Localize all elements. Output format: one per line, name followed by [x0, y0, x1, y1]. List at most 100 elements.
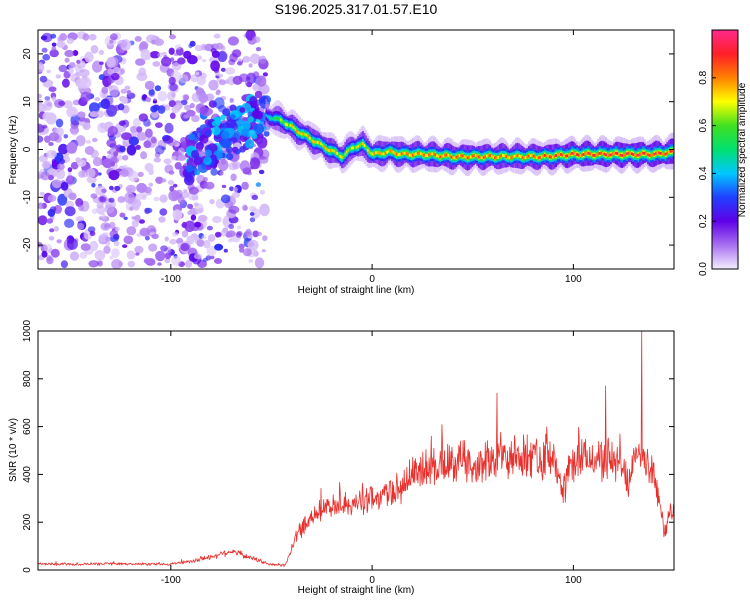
noise-cell — [252, 83, 261, 91]
noise-cell — [121, 96, 128, 105]
noise-cell — [82, 122, 91, 130]
ridge-cell — [653, 152, 656, 156]
noise-cell — [231, 192, 240, 198]
snr-y-tick-label: 1000 — [22, 319, 33, 342]
noise-cell — [91, 182, 96, 188]
snr-y-ticks: 0 200 400 600 800 1000 — [22, 319, 674, 573]
ridge-cell — [627, 151, 630, 155]
ridge-cell — [342, 155, 345, 158]
noise-cell — [64, 206, 76, 217]
noise-cell — [130, 125, 138, 134]
noise-cell — [102, 158, 113, 169]
ridge-cell — [539, 156, 541, 159]
noise-cell — [203, 177, 208, 182]
noise-cell — [140, 151, 148, 160]
noise-cell — [66, 238, 78, 250]
noise-cell — [46, 149, 57, 159]
noise-cell — [263, 130, 270, 137]
noise-cell — [252, 230, 259, 238]
ridge-cell — [490, 154, 493, 158]
noise-cell — [75, 157, 82, 163]
noise-cell — [84, 51, 94, 63]
noise-cell — [42, 54, 51, 61]
noise-cell — [74, 64, 82, 73]
noise-cell — [201, 59, 207, 63]
noise-cell — [141, 195, 147, 200]
ridge-cell — [457, 154, 459, 158]
noise-cell — [68, 62, 76, 69]
noise-cell — [248, 205, 257, 212]
noise-cell — [48, 132, 60, 142]
noise-cell — [217, 158, 229, 171]
noise-cell — [139, 227, 150, 237]
noise-cell — [206, 245, 217, 257]
noise-cell — [51, 42, 57, 47]
ridge-cell — [368, 150, 371, 154]
noise-cell — [176, 237, 184, 245]
noise-cell — [178, 74, 189, 83]
ridge-cell — [595, 153, 598, 157]
noise-cell — [205, 255, 212, 261]
noise-cell — [66, 141, 78, 154]
ridge-cell — [537, 156, 540, 160]
noise-cell — [210, 255, 215, 260]
ridge-cell — [326, 148, 329, 152]
noise-cell — [113, 240, 120, 247]
noise-cell — [203, 239, 211, 249]
noise-cell — [82, 33, 90, 41]
ridge-cell — [281, 119, 284, 123]
noise-cell — [191, 150, 200, 159]
noise-cell — [252, 71, 260, 80]
ridge-cell — [487, 154, 490, 157]
ridge-cell — [305, 133, 308, 137]
ridge-cell — [634, 153, 636, 157]
noise-cell — [55, 74, 62, 79]
noise-cell — [128, 136, 139, 146]
ridge-cell — [500, 154, 503, 158]
ridge-cell — [635, 154, 638, 157]
noise-cell — [126, 250, 136, 260]
noise-cell — [48, 168, 58, 176]
ridge-cell — [618, 152, 620, 156]
noise-cell — [41, 250, 48, 258]
snr-x-axis-label: Height of straight line (km) — [298, 585, 415, 596]
noise-cell — [229, 186, 234, 192]
noise-cell — [104, 223, 110, 228]
noise-cell — [131, 219, 139, 228]
ridge-cell — [600, 151, 603, 155]
noise-cell — [237, 61, 243, 66]
noise-cell — [188, 186, 199, 195]
noise-cell — [110, 33, 118, 41]
noise-cell — [79, 251, 88, 259]
ridge-cell — [663, 152, 665, 156]
noise-cell — [39, 191, 45, 196]
noise-cell — [85, 140, 91, 144]
ridge-cell — [391, 149, 393, 153]
noise-cell — [206, 225, 213, 231]
noise-cell — [42, 124, 48, 129]
noise-cell — [193, 202, 199, 207]
noise-cell — [38, 61, 45, 73]
noise-cell — [109, 255, 114, 260]
noise-cell — [190, 214, 197, 221]
noise-cell — [88, 102, 100, 114]
noise-cell — [189, 102, 195, 109]
noise-cell — [148, 168, 154, 176]
noise-cell — [75, 216, 85, 222]
noise-cell — [239, 247, 244, 253]
ridge-cell — [289, 123, 292, 127]
ridge-cell — [389, 149, 392, 153]
noise-cell — [119, 145, 126, 153]
noise-cell — [67, 167, 73, 173]
ridge-cell — [540, 155, 543, 159]
noise-cell — [257, 231, 262, 236]
ridge-cell — [611, 152, 614, 156]
spectrogram-cells — [38, 30, 674, 269]
noise-cell — [49, 228, 55, 233]
spectrogram-y-tick-label: -20 — [22, 237, 33, 252]
spectrogram-y-tick-label: 10 — [22, 96, 33, 108]
spectrogram-y-axis-label: Frequency (Hz) — [8, 116, 19, 185]
noise-cell — [222, 220, 229, 224]
noise-cell — [161, 178, 167, 183]
